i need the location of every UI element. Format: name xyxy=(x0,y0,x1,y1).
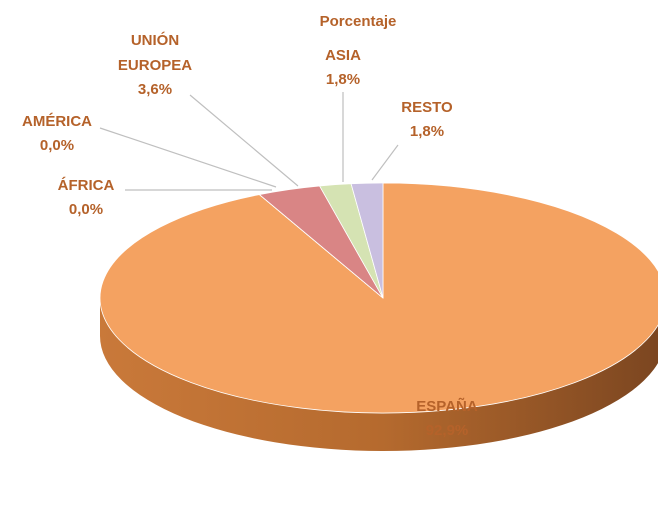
leader-line xyxy=(99,127,277,188)
slice-name: RESTO xyxy=(401,99,453,116)
slice-name: ASIA xyxy=(325,47,361,64)
slice-name: ÁFRICA xyxy=(57,177,115,194)
slice-name: AMÉRICA xyxy=(22,113,92,130)
data-label: ÁFRICA 0,0% xyxy=(26,174,146,222)
pie-slice xyxy=(350,182,384,299)
slice-value: 0,0% xyxy=(39,137,75,154)
slice-value: 1,8% xyxy=(409,123,445,140)
data-label: ASIA 1,8% xyxy=(283,44,403,92)
leader-line xyxy=(371,144,399,181)
slice-value: 0,0% xyxy=(68,201,104,218)
data-label: UNIÓN EUROPEA 3,6% xyxy=(95,28,215,102)
slice-name: UNIÓN EUROPEA xyxy=(117,32,193,74)
slice-value: 1,8% xyxy=(325,71,361,88)
data-label: ESPAÑA 92,9% xyxy=(387,395,507,443)
pie-slice xyxy=(99,182,658,414)
slice-value: 92,9% xyxy=(425,422,469,439)
pie-side xyxy=(100,298,658,451)
data-label: AMÉRICA 0,0% xyxy=(0,110,117,158)
slice-name: ESPAÑA xyxy=(416,398,478,415)
slice-value: 3,6% xyxy=(137,81,173,98)
chart-title: Porcentaje xyxy=(319,13,397,30)
leader-line xyxy=(189,94,299,187)
data-label: RESTO 1,8% xyxy=(367,96,487,144)
